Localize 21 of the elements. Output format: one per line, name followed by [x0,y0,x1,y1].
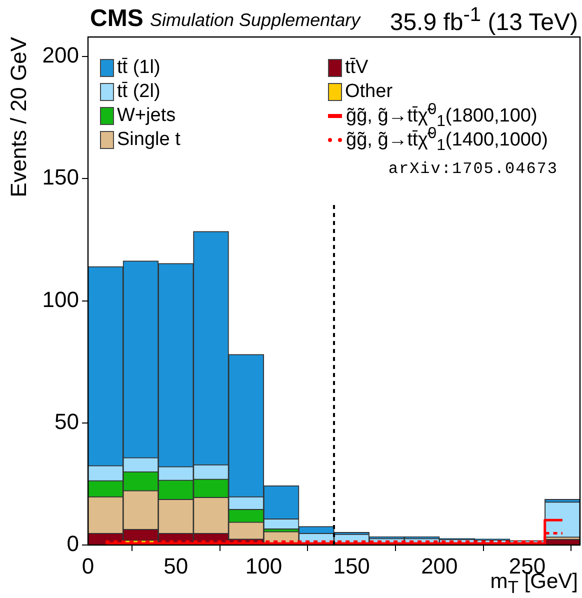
y-tick-label: 50 [54,408,79,434]
x-tick-label: 150 [333,553,370,578]
x-tick-label: 50 [164,553,188,578]
legend-label: W+jets [117,105,176,127]
y-tick-label: 100 [42,286,79,312]
legend-label: Single t [117,129,180,151]
y-tick-label: 0 [66,531,79,556]
x-tick-label: 0 [82,553,94,578]
legend-label: tt̄ (2l) [117,81,160,103]
legend-label: Other [345,81,393,103]
chart-title: CMS [90,5,144,33]
x-tick-label: 200 [421,553,458,578]
annotation: arXiv:1705.04673 [388,160,558,178]
y-tick-label: 200 [42,42,79,68]
text: 35.9 fb$^{-1}$ (13 TeV) [390,4,578,37]
y-axis-title: Events / 20 GeV [6,37,32,198]
legend-label: tt̄V [345,57,368,79]
y-tick-label: 150 [42,164,79,190]
chart-subtitle: Simulation Supplementary [150,10,360,31]
legend-label: tt̄ (1l) [117,57,160,79]
x-tick-label: 100 [245,553,282,578]
